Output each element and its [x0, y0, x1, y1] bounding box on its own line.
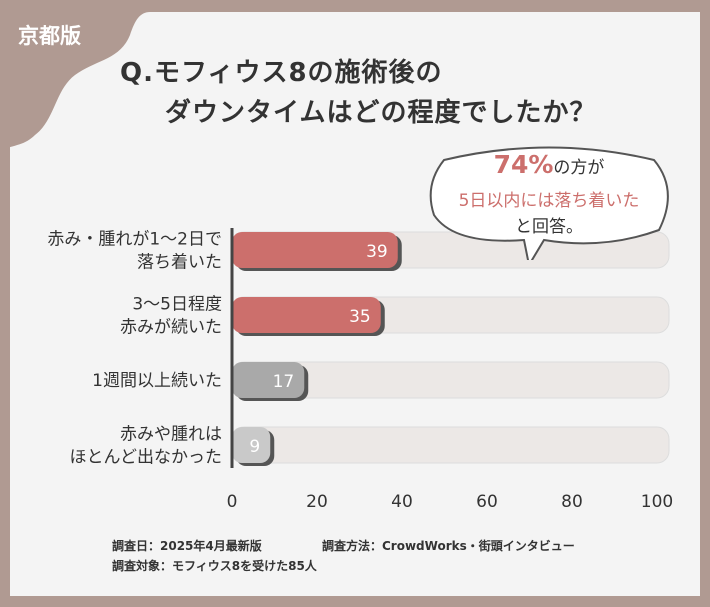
data-label: 9	[249, 437, 260, 457]
region-badge: 京都版	[18, 24, 81, 48]
category-label: ほとんど出なかった	[70, 448, 223, 468]
survey-date: 調査日：2025年4月最新版	[112, 539, 262, 553]
speech-bubble	[429, 146, 669, 260]
callout-line-1: 74%の方が	[424, 150, 674, 179]
category-label: 赤みや腫れは	[120, 425, 222, 445]
bar	[232, 427, 271, 463]
corner-decoration	[0, 0, 150, 150]
bar-track	[231, 426, 670, 464]
bar	[232, 362, 305, 398]
x-tick-label: 40	[391, 492, 413, 512]
callout-line-3: と回答。	[515, 217, 583, 237]
survey-target: 調査対象：モフィウス8を受けた85人	[112, 559, 317, 573]
x-tick-label: 0	[227, 492, 238, 512]
category-label: 赤みが続いた	[120, 318, 222, 338]
callout-line-2: 5日以内には落ち着いた	[458, 191, 640, 211]
category-label: 赤み・腫れが1〜2日で	[47, 230, 222, 250]
x-tick-label: 80	[561, 492, 583, 512]
data-label: 17	[273, 372, 295, 392]
callout-percent: 74%	[493, 150, 554, 179]
data-label: 35	[349, 307, 371, 327]
category-label: 1週間以上続いた	[92, 371, 222, 391]
bar	[232, 232, 398, 268]
x-tick-label: 100	[641, 492, 673, 512]
x-tick-label: 20	[306, 492, 328, 512]
title-line-2: ダウンタイムはどの程度でしたか？	[165, 98, 597, 128]
category-label: 落ち着いた	[137, 253, 222, 273]
callout-text: の方が	[553, 158, 605, 178]
data-label: 39	[366, 242, 388, 262]
x-tick-label: 60	[476, 492, 498, 512]
survey-method: 調査方法：CrowdWorks・街頭インタビュー	[322, 539, 575, 553]
category-label: 3〜5日程度	[132, 295, 222, 315]
bar	[232, 297, 381, 333]
title-line-1: Q.モフィウス8の施術後の	[120, 58, 443, 88]
